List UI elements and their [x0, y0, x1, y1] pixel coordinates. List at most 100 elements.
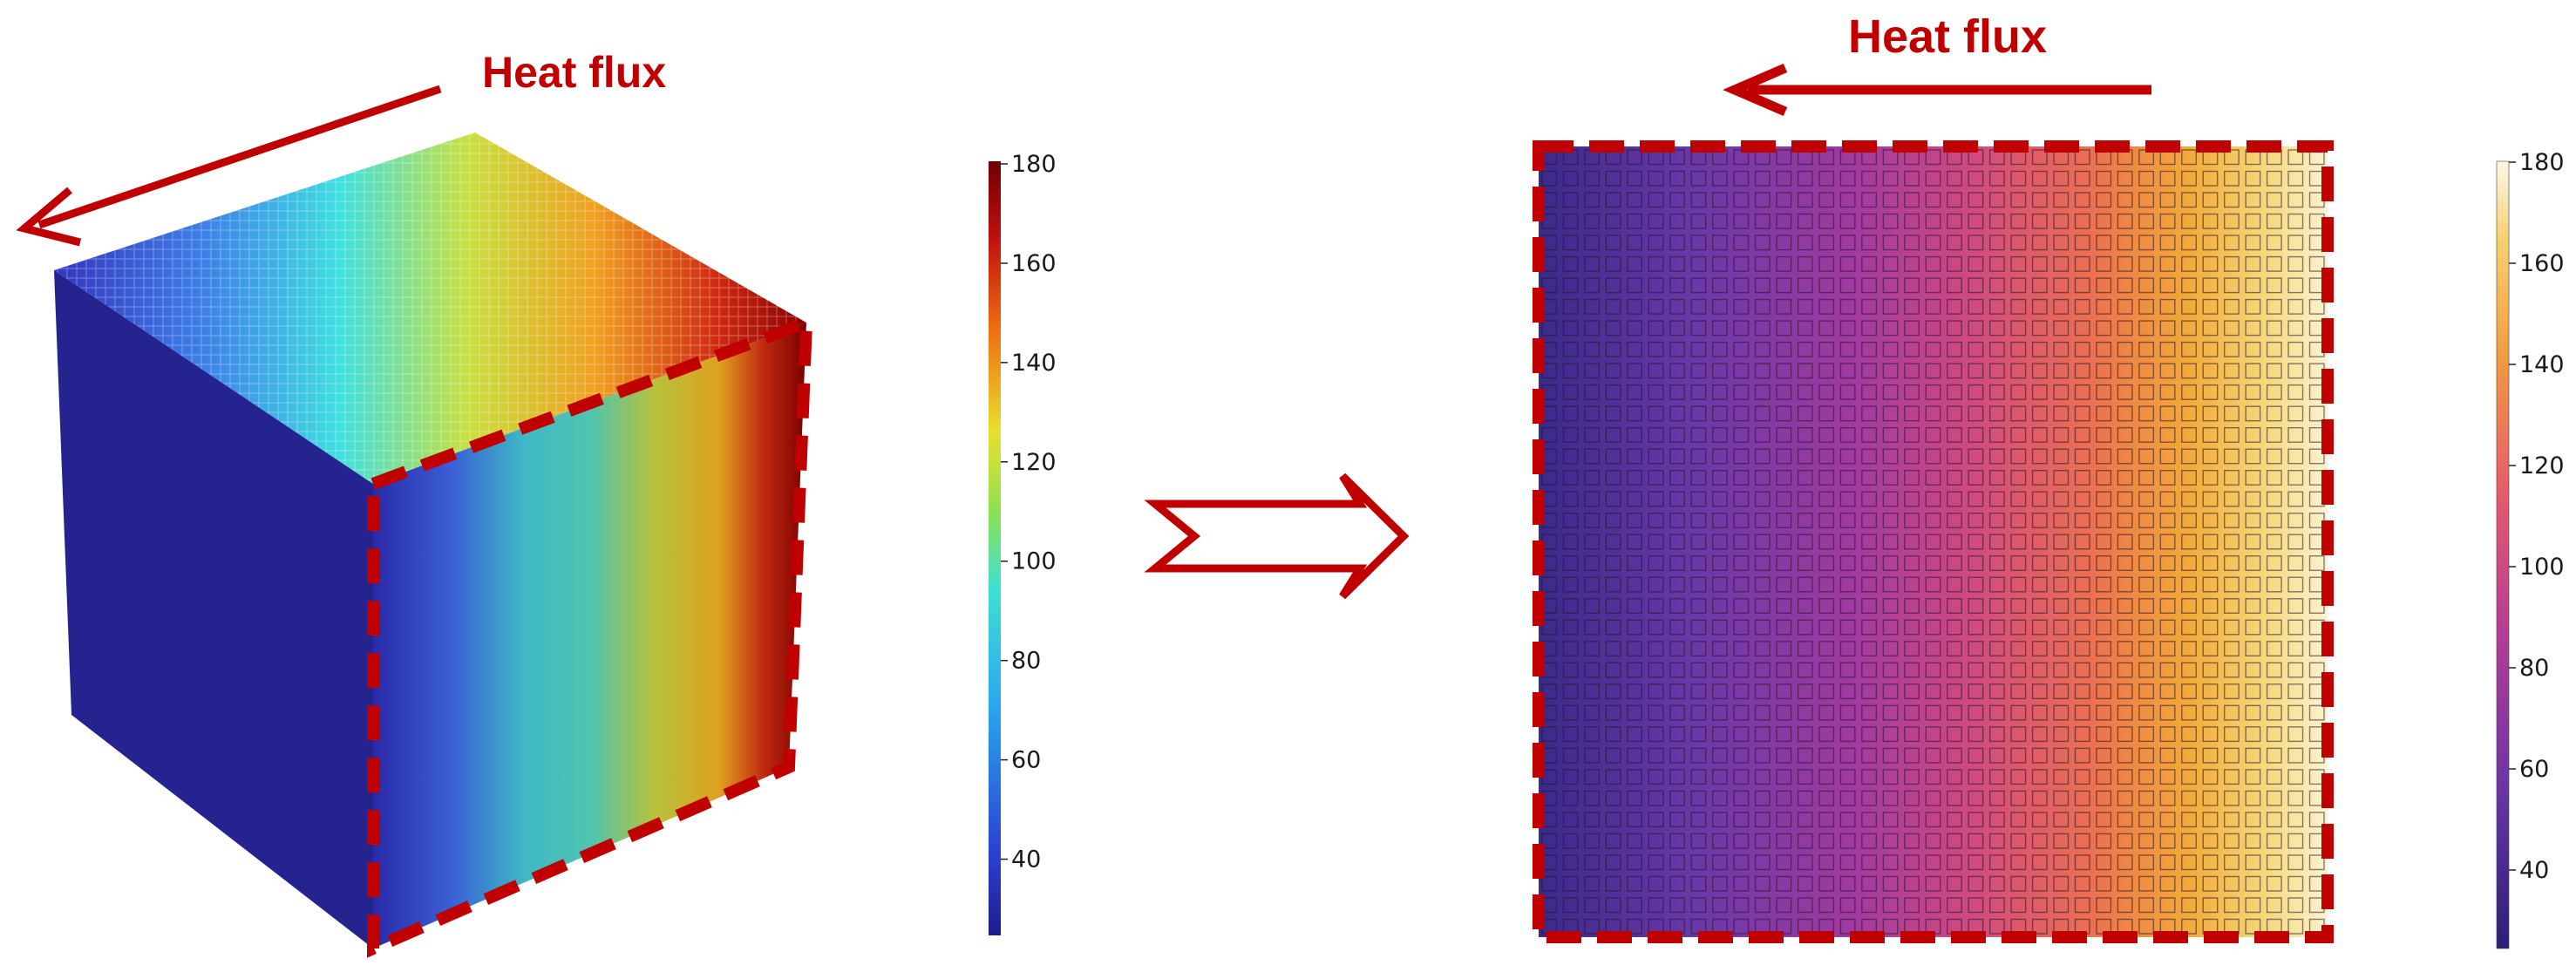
grid-cell — [1648, 683, 1664, 700]
grid-cell — [2202, 192, 2219, 208]
grid-cell — [2223, 576, 2240, 593]
grid-cell — [2287, 790, 2304, 806]
grid-cell — [2031, 769, 2048, 785]
grid-cell — [2202, 235, 2219, 251]
grid-cell — [2181, 170, 2197, 187]
grid-cell — [1754, 363, 1771, 379]
grid-cell — [1839, 662, 1856, 678]
grid-cell — [1988, 576, 2005, 593]
grid-cell — [1711, 470, 1728, 486]
grid-cell — [2266, 384, 2282, 400]
grid-cell — [2202, 534, 2219, 550]
grid-cell — [2010, 384, 2027, 400]
grid-cell — [1541, 426, 1558, 443]
grid-cell — [2245, 833, 2261, 849]
grid-cell — [1648, 277, 1664, 294]
grid-cell — [1904, 298, 1920, 315]
grid-cell — [2010, 576, 2027, 593]
grid-cell — [2202, 277, 2219, 294]
grid-cell — [1562, 555, 1579, 571]
grid-cell — [1562, 384, 1579, 400]
grid-cell — [2202, 704, 2219, 721]
grid-cell — [1904, 790, 1920, 806]
grid-cell — [1648, 555, 1664, 571]
grid-cell — [1797, 170, 1813, 187]
grid-cell — [1648, 235, 1664, 251]
grid-cell — [1925, 555, 1941, 571]
grid-cell — [1605, 683, 1621, 700]
grid-cell — [2096, 619, 2112, 636]
grid-cell — [1968, 213, 1984, 229]
grid-cell — [2181, 213, 2197, 229]
grid-cell — [2287, 619, 2304, 636]
grid-cell — [2245, 918, 2261, 935]
grid-cell — [2031, 384, 2048, 400]
grid-cell — [2096, 255, 2112, 272]
grid-cell — [1562, 405, 1579, 422]
grid-cell — [1904, 320, 1920, 337]
grid-cell — [1882, 149, 1899, 166]
grid-cell — [2053, 619, 2070, 636]
grid-cell — [1733, 170, 1750, 187]
grid-cell — [2138, 405, 2155, 422]
grid-cell — [2074, 341, 2090, 357]
colorbar-left: 180 160 140 120 100 80 60 40 — [989, 151, 1057, 935]
grid-cell — [1968, 875, 1984, 892]
grid-cell — [1925, 384, 1941, 400]
grid-cell — [1711, 726, 1728, 743]
grid-cell — [2245, 384, 2261, 400]
grid-cell — [1605, 555, 1621, 571]
grid-cell — [1925, 363, 1941, 379]
grid-cell — [2031, 598, 2048, 614]
grid-cell — [1968, 683, 1984, 700]
grid-cell — [2202, 384, 2219, 400]
grid-cell — [1562, 598, 1579, 614]
grid-cell — [2223, 170, 2240, 187]
grid-cell — [2245, 875, 2261, 892]
grid-cell — [1776, 769, 1792, 785]
grid-cell — [1669, 812, 1685, 828]
grid-cell — [1754, 747, 1771, 764]
grid-cell — [1711, 897, 1728, 914]
grid-cell — [2266, 170, 2282, 187]
grid-cell — [2010, 534, 2027, 550]
grid-cell — [2181, 277, 2197, 294]
grid-cell — [1733, 576, 1750, 593]
grid-cell — [2266, 875, 2282, 892]
grid-cell — [2096, 384, 2112, 400]
grid-cell — [2181, 470, 2197, 486]
grid-cell — [1627, 704, 1642, 721]
grid-cell — [2287, 341, 2304, 357]
grid-cell — [1669, 491, 1685, 507]
grid-cell — [1605, 255, 1621, 272]
grid-cell — [1882, 812, 1899, 828]
grid-cell — [1776, 470, 1792, 486]
grid-cell — [2074, 704, 2090, 721]
grid-cell — [2138, 833, 2155, 849]
grid-cell — [1627, 384, 1642, 400]
grid-cell — [1605, 192, 1621, 208]
grid-cell — [1861, 405, 1878, 422]
grid-cell — [2053, 448, 2070, 465]
grid-cell — [2117, 341, 2133, 357]
grid-cell — [1839, 405, 1856, 422]
grid-cell — [2266, 641, 2282, 657]
grid-cell — [2096, 769, 2112, 785]
grid-cell — [2010, 726, 2027, 743]
grid-cell — [1648, 426, 1664, 443]
grid-cell — [1882, 213, 1899, 229]
grid-cell — [1797, 363, 1813, 379]
grid-cell — [1947, 833, 1962, 849]
grid-cell — [1861, 726, 1878, 743]
grid-cell — [1947, 277, 1962, 294]
grid-cell — [1605, 235, 1621, 251]
grid-cell — [1711, 235, 1728, 251]
grid-cell — [1605, 213, 1621, 229]
grid-cell — [1754, 576, 1771, 593]
grid-cell — [2245, 704, 2261, 721]
grid-cell — [1754, 405, 1771, 422]
grid-cell — [2138, 534, 2155, 550]
grid-dashed-outline — [1533, 140, 2334, 943]
grid-cell — [2245, 897, 2261, 914]
grid-gradient-field — [1539, 146, 2328, 937]
